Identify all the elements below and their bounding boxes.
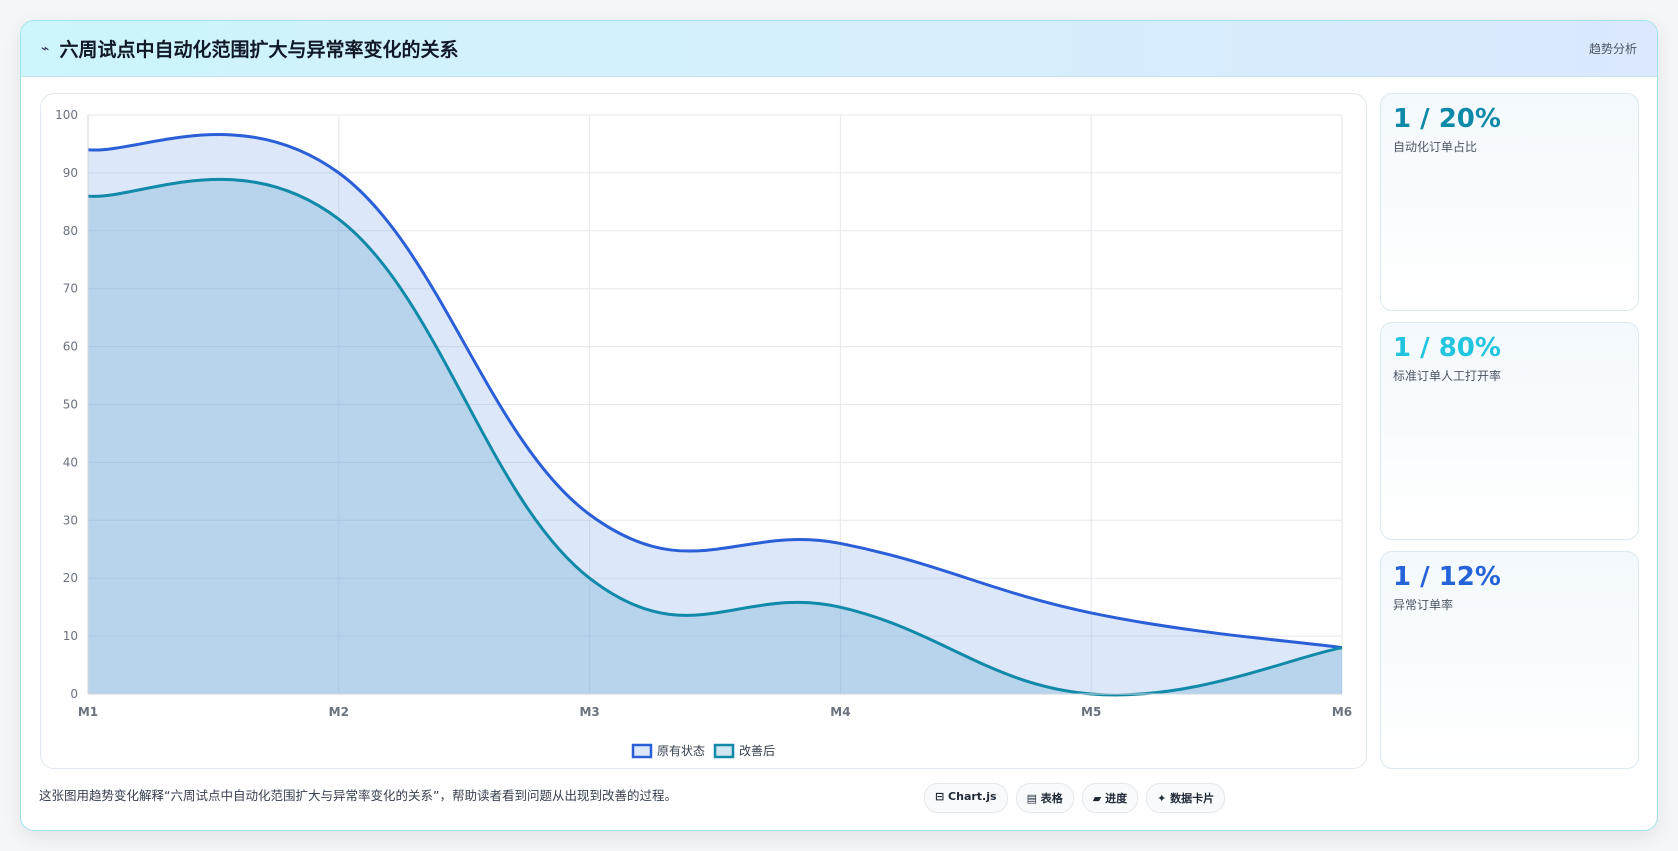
kpi-label: 异常订单率 (1393, 598, 1454, 612)
footer-text: 这张图用趋势变化解释“六周试点中自动化范围扩大与异常率变化的关系”，帮助读者看到… (39, 788, 677, 803)
tag: 趋势分析 (1588, 42, 1637, 56)
line (87, 177, 1343, 697)
kpi-label: 自动化订单占比 (1393, 140, 1478, 154)
button[interactable]: ▰ 进度 (1081, 783, 1139, 813)
legend-swatch (631, 743, 653, 759)
title: 六周试点中自动化范围扩大与异常率变化的关系 (59, 39, 459, 61)
x-tick-label: M6 (1332, 705, 1352, 719)
kpi-card: 1 / 12% 异常订单率 (1380, 551, 1639, 769)
header: ⌁ 六周试点中自动化范围扩大与异常率变化的关系 趋势分析 (21, 21, 1657, 77)
button[interactable]: ▤ 表格 (1015, 783, 1074, 813)
chart: 0 10 20 30 40 50 60 70 80 90 100 M1 M2 M3 M4 M5 M6 原有状态 改善… (55, 108, 1352, 759)
x-tick-label: M4 (830, 705, 850, 719)
x-tick-label: M5 (1081, 705, 1101, 719)
area (88, 179, 1342, 695)
line (87, 133, 1343, 650)
button[interactable]: ✦ 数据卡片 (1146, 783, 1226, 813)
x-tick-label: M3 (579, 705, 599, 719)
y-tick-label: 60 (63, 340, 78, 354)
y-tick-label: 70 (63, 282, 78, 296)
legend-label: 原有状态 (657, 744, 705, 758)
chart-panel: 0 10 20 30 40 50 60 70 80 90 100 M1 M2 M3 M4 M5 M6 原有状态 改善… (40, 93, 1367, 769)
y-tick-label: 90 (63, 166, 78, 180)
button[interactable]: ⊟ Chart.js (924, 783, 1008, 813)
kpi-value: 1 / 12% (1393, 562, 1501, 592)
x-tick-label: M1 (78, 705, 98, 719)
y-tick-label: 20 (63, 571, 78, 585)
kpi-value: 1 / 20% (1393, 104, 1501, 134)
kpi-card: 1 / 20% 自动化订单占比 (1380, 93, 1639, 311)
y-tick-label: 40 (63, 455, 78, 469)
header-icon: ⌁ (41, 40, 50, 57)
y-tick-label: 0 (70, 687, 78, 701)
y-tick-label: 80 (63, 224, 78, 238)
kpi-card: 1 / 80% 标准订单人工打开率 (1380, 322, 1639, 540)
y-tick-label: 30 (63, 513, 78, 527)
x-tick-label: M2 (329, 705, 349, 719)
legend-label: 改善后 (739, 743, 775, 758)
y-tick-label: 10 (63, 629, 78, 643)
legend-swatch (713, 743, 735, 759)
y-tick-label: 100 (55, 108, 78, 122)
kpi-label: 标准订单人工打开率 (1393, 369, 1502, 383)
kpi-value: 1 / 80% (1393, 333, 1501, 363)
area (88, 134, 1342, 695)
button-row: ⊟ Chart.js ▤ 表格 ▰ 进度 ✦ 数据卡片 (924, 783, 1226, 813)
card: ⌁ 六周试点中自动化范围扩大与异常率变化的关系 趋势分析 0 10 20 30 40 50… (20, 20, 1658, 831)
y-tick-label: 50 (63, 398, 78, 412)
